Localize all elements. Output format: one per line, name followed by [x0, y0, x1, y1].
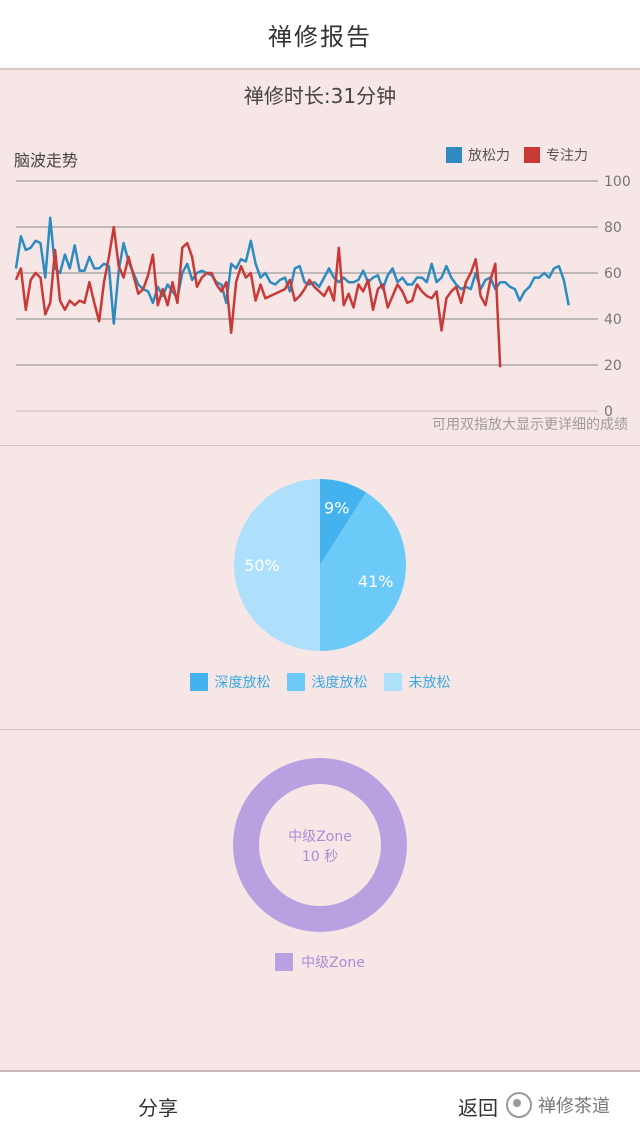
y-tick-label: 20 [604, 358, 622, 374]
legend-item-zone: 中级Zone [275, 952, 365, 972]
pie-slice [320, 479, 367, 565]
legend-label-none: 未放松 [408, 675, 451, 691]
series-line-relax [14, 216, 570, 325]
legend-swatch-focus [524, 147, 540, 163]
pie-legend: 深度放松 浅度放松 未放松 [0, 672, 640, 692]
donut-plot [233, 758, 407, 932]
legend-label-relax: 放松力 [468, 148, 510, 164]
legend-swatch-light [286, 673, 305, 691]
legend-swatch-relax [446, 147, 462, 163]
pie-value-label: 41% [358, 572, 394, 591]
section-divider [0, 445, 640, 446]
legend-item-light: 浅度放松 [286, 672, 368, 692]
donut-ring [233, 758, 407, 932]
y-tick-label: 60 [604, 266, 622, 282]
share-button[interactable]: 分享 [138, 1096, 178, 1120]
y-tick-label: 40 [604, 312, 622, 328]
y-tick-layer: 0 20 40 60 80 100 [604, 174, 631, 420]
series-line-focus [14, 225, 502, 368]
legend-swatch-none [383, 673, 402, 691]
legend-label-zone: 中级Zone [301, 955, 365, 971]
back-button[interactable]: 返回 [458, 1096, 498, 1120]
pie-value-label: 9% [324, 498, 349, 517]
page-title: 禅修报告 [268, 22, 372, 51]
legend-item-deep: 深度放松 [189, 672, 271, 692]
y-tick-label: 80 [604, 220, 622, 236]
legend-item-none: 未放松 [383, 672, 451, 692]
brainwave-chart[interactable]: 脑波走势 放松力 专注力 0 20 40 60 80 100 可用双指放大显示更详细的成绩 [0, 135, 640, 445]
brainwave-plot[interactable]: 0 20 40 60 80 100 [0, 135, 640, 445]
legend-item-relax: 放松力 [446, 145, 510, 165]
zoom-hint: 可用双指放大显示更详细的成绩 [432, 417, 628, 433]
pie-value-label: 50% [244, 556, 280, 575]
pie-plot: 9% 41% 50% [234, 479, 407, 651]
bottom-bar: 分享 返回 禅修茶道 [0, 1070, 640, 1140]
legend-swatch-zone [275, 953, 294, 971]
y-tick-label: 0 [604, 404, 613, 420]
series-layer [14, 216, 570, 368]
top-bar: 禅修报告 [0, 0, 640, 70]
y-tick-label: 100 [604, 174, 631, 190]
pie-slice [320, 492, 407, 651]
donut-center-value: 10 秒 [301, 849, 339, 865]
chart-title: 脑波走势 [14, 151, 79, 170]
section-divider [0, 729, 640, 730]
legend-item-focus: 专注力 [524, 145, 588, 165]
watermark-text: 禅修茶道 [538, 1096, 610, 1117]
legend-label-light: 浅度放松 [311, 675, 368, 691]
legend-label-focus: 专注力 [546, 148, 588, 164]
brainwave-legend: 放松力 专注力 [446, 145, 588, 165]
relaxation-pie-chart: 9% 41% 50% 深度放松 浅度放松 未放松 [0, 460, 640, 730]
pie-slice [234, 479, 320, 651]
zone-donut-chart: 中级Zone 10 秒 中级Zone [0, 740, 640, 1010]
duration-text: 禅修时长:31分钟 [243, 84, 397, 108]
donut-center-label: 中级Zone [288, 829, 352, 845]
legend-label-deep: 深度放松 [214, 675, 271, 691]
watermark: 禅修茶道 [506, 1092, 610, 1118]
wechat-logo-icon [506, 1092, 532, 1118]
legend-swatch-deep [189, 673, 208, 691]
donut-legend: 中级Zone [0, 952, 640, 972]
